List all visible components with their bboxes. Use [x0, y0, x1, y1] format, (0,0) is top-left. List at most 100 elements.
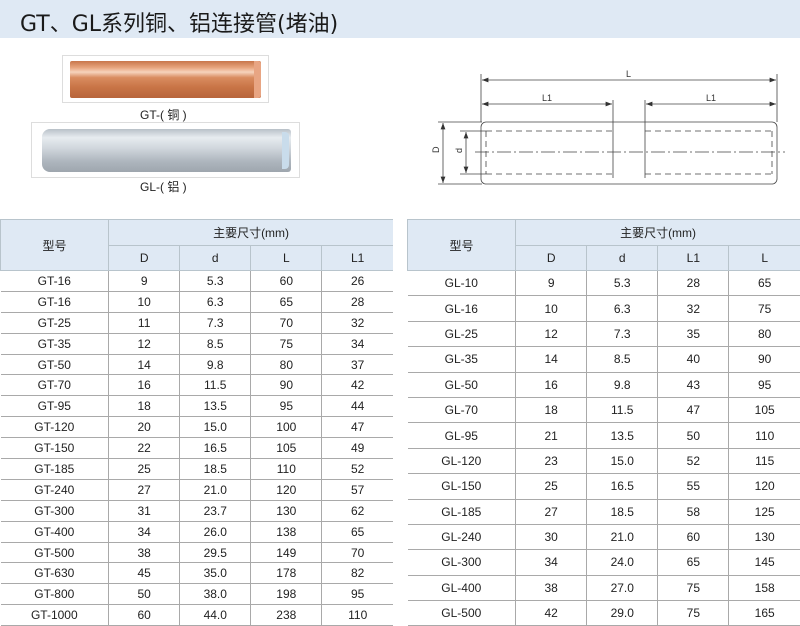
value-cell: 42 [321, 374, 393, 397]
value-cell: 25 [515, 473, 588, 500]
value-cell: 26.0 [179, 521, 252, 543]
value-cell: 34 [108, 521, 181, 543]
value-cell: 7.3 [586, 321, 659, 348]
value-cell: 80 [250, 354, 323, 376]
copper-tube-photo [62, 55, 269, 103]
value-cell: 18 [515, 397, 588, 424]
value-cell: 16 [108, 374, 181, 397]
gt-spec-table: 型号 主要尺寸(mm) D d L L1 GT-16 9 5.3 60 26 GT-16 1… [0, 219, 393, 626]
value-cell: 165 [728, 600, 800, 626]
value-cell: 27 [515, 499, 588, 525]
value-cell: 158 [728, 575, 800, 602]
value-cell: 52 [321, 458, 393, 480]
model-cell: GT-300 [0, 500, 110, 522]
L-label: L [626, 69, 631, 79]
value-cell: 120 [728, 473, 800, 500]
value-cell: 35 [657, 321, 730, 348]
table-row: GT-300 31 23.7 130 62 [0, 500, 393, 522]
column-header: L [250, 244, 323, 271]
value-cell: 18 [108, 395, 181, 418]
value-cell: 27 [108, 479, 181, 501]
table-row: GT-630 45 35.0 178 82 [0, 562, 393, 585]
model-cell: GL-500 [407, 600, 517, 626]
value-cell: 18.5 [179, 458, 252, 480]
model-cell: GT-150 [0, 437, 110, 460]
d-label: d [454, 148, 464, 153]
model-header: 型号 [406, 219, 517, 271]
table-row: GL-70 18 11.5 47 105 [407, 397, 800, 424]
aluminium-caption: GL-( 铝 ) [140, 180, 187, 194]
value-cell: 8.5 [586, 346, 659, 373]
value-cell: 15.0 [179, 416, 252, 439]
model-cell: GL-35 [407, 346, 517, 373]
value-cell: 75 [657, 600, 730, 626]
value-cell: 178 [250, 562, 323, 585]
value-cell: 115 [728, 448, 800, 475]
dimension-diagram: L L1 L1 D d [431, 69, 785, 185]
table-row: GT-185 25 18.5 110 52 [0, 458, 393, 480]
aluminium-tube-image [42, 129, 291, 172]
model-cell: GT-120 [0, 416, 110, 439]
value-cell: 130 [250, 500, 323, 522]
column-header: L1 [321, 244, 393, 271]
value-cell: 52 [657, 448, 730, 475]
table-row: GT-150 22 16.5 105 49 [0, 437, 393, 460]
value-cell: 23.7 [179, 500, 252, 522]
model-cell: GT-630 [0, 562, 110, 585]
column-header: d [586, 244, 659, 271]
value-cell: 47 [321, 416, 393, 439]
value-cell: 80 [728, 321, 800, 348]
value-cell: 90 [728, 346, 800, 373]
value-cell: 28 [657, 270, 730, 297]
value-cell: 15.0 [586, 448, 659, 475]
value-cell: 47 [657, 397, 730, 424]
aluminium-tube-photo [31, 122, 300, 178]
model-cell: GT-500 [0, 542, 110, 564]
table-row: GL-500 42 29.0 75 165 [407, 600, 800, 626]
value-cell: 100 [250, 416, 323, 439]
value-cell: 13.5 [179, 395, 252, 418]
value-cell: 57 [321, 479, 393, 501]
table-row: GT-400 34 26.0 138 65 [0, 521, 393, 543]
value-cell: 198 [250, 583, 323, 606]
value-cell: 5.3 [586, 270, 659, 297]
value-cell: 18.5 [586, 499, 659, 525]
value-cell: 11.5 [586, 397, 659, 424]
value-cell: 30 [515, 524, 588, 551]
value-cell: 65 [728, 270, 800, 297]
value-cell: 14 [108, 354, 181, 376]
value-cell: 149 [250, 542, 323, 564]
model-cell: GT-50 [0, 354, 110, 376]
value-cell: 34 [321, 333, 393, 355]
table-row: GT-50 14 9.8 80 37 [0, 354, 393, 376]
value-cell: 9 [515, 270, 588, 297]
value-cell: 32 [321, 312, 393, 334]
model-cell: GL-150 [407, 473, 517, 500]
value-cell: 5.3 [179, 270, 252, 292]
model-cell: GT-240 [0, 479, 110, 501]
value-cell: 24.0 [586, 549, 659, 576]
column-header: D [515, 244, 588, 271]
value-cell: 40 [657, 346, 730, 373]
value-cell: 11 [108, 312, 181, 334]
value-cell: 44.0 [179, 604, 252, 626]
model-cell: GL-240 [407, 524, 517, 551]
value-cell: 105 [250, 437, 323, 460]
value-cell: 62 [321, 500, 393, 522]
value-cell: 75 [250, 333, 323, 355]
value-cell: 20 [108, 416, 181, 439]
model-cell: GL-95 [407, 422, 517, 449]
model-cell: GL-300 [407, 549, 517, 576]
value-cell: 130 [728, 524, 800, 551]
value-cell: 110 [728, 422, 800, 449]
model-cell: GT-1000 [0, 604, 110, 626]
value-cell: 10 [108, 291, 181, 313]
table-row: GT-500 38 29.5 149 70 [0, 542, 393, 564]
value-cell: 65 [657, 549, 730, 576]
model-cell: GL-10 [407, 270, 517, 297]
model-cell: GL-120 [407, 448, 517, 475]
value-cell: 6.3 [179, 291, 252, 313]
value-cell: 238 [250, 604, 323, 626]
value-cell: 60 [657, 524, 730, 551]
model-cell: GL-16 [407, 295, 517, 322]
